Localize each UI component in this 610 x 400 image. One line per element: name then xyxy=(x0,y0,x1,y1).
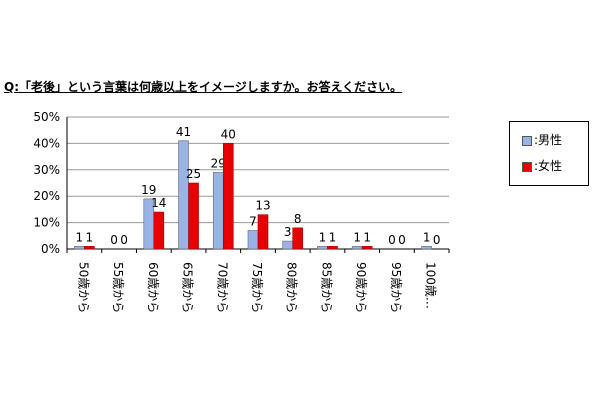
data-label: 25 xyxy=(186,167,201,181)
chart-title: Q:「老後」という言葉は何歳以上をイメージしますか。お答えください。 xyxy=(4,80,403,94)
y-tick-label: 20% xyxy=(33,189,60,203)
bar-male xyxy=(247,230,259,250)
data-label: 0 xyxy=(388,233,396,247)
data-label: 14 xyxy=(151,196,166,210)
bar-female xyxy=(361,246,373,250)
x-category-label: 85歳から xyxy=(319,262,333,313)
y-tick-label: 0% xyxy=(41,242,60,256)
bar-male xyxy=(282,240,294,250)
data-label: 3 xyxy=(284,225,292,239)
data-label: 19 xyxy=(141,183,156,197)
data-label: 1 xyxy=(76,230,84,244)
x-category-label: 65歳から xyxy=(181,262,195,313)
data-label: 41 xyxy=(176,125,191,139)
bar-male xyxy=(317,246,328,250)
bar-male xyxy=(212,172,224,250)
data-label: 1 xyxy=(86,230,94,244)
y-tick-label: 10% xyxy=(33,216,60,230)
legend-swatch-female xyxy=(522,161,532,172)
legend-label-female: :女性 xyxy=(534,159,563,173)
data-label: 0 xyxy=(110,233,118,247)
data-label: 13 xyxy=(255,199,270,213)
x-category-label: 50歳から xyxy=(76,262,90,313)
bar-female xyxy=(327,246,338,250)
x-category-label: 60歳から xyxy=(146,262,160,313)
data-label: 0 xyxy=(120,233,128,247)
bar-male xyxy=(351,246,363,250)
x-category-label: 80歳から xyxy=(285,262,299,313)
bar-male xyxy=(421,246,432,250)
bar-female xyxy=(222,143,234,250)
legend: :男性 :女性 xyxy=(509,121,589,186)
bar-male xyxy=(74,246,85,250)
bar-female xyxy=(84,246,95,250)
bar-female xyxy=(292,227,304,250)
legend-item-female: :女性 xyxy=(522,159,562,173)
x-category-label: 90歳から xyxy=(354,262,368,313)
x-category-label: 75歳から xyxy=(250,262,264,313)
x-category-label: 95歳から xyxy=(389,262,403,313)
data-label: 40 xyxy=(221,127,236,141)
data-label: 1 xyxy=(363,230,371,244)
bar-male xyxy=(178,140,189,250)
bar-female xyxy=(257,214,269,250)
data-label: 0 xyxy=(433,233,441,247)
x-category-label: 55歳から xyxy=(111,262,125,313)
bar-female xyxy=(188,182,199,250)
legend-item-male: :男性 xyxy=(522,133,562,147)
legend-label-male: :男性 xyxy=(534,133,563,147)
data-label: 1 xyxy=(353,230,361,244)
data-label: 7 xyxy=(249,215,257,229)
bar-female xyxy=(153,211,165,250)
data-label: 1 xyxy=(423,230,431,244)
x-category-label: 100歳… xyxy=(424,262,438,309)
x-category-label: 70歳から xyxy=(215,262,229,313)
data-label: 8 xyxy=(294,212,302,226)
data-label: 1 xyxy=(329,230,337,244)
data-label: 0 xyxy=(398,233,406,247)
data-label: 1 xyxy=(319,230,327,244)
y-tick-label: 50% xyxy=(33,110,60,124)
data-label: 29 xyxy=(211,156,226,170)
legend-swatch-male xyxy=(522,135,532,146)
y-tick-label: 30% xyxy=(33,163,60,177)
y-tick-label: 40% xyxy=(33,136,60,150)
